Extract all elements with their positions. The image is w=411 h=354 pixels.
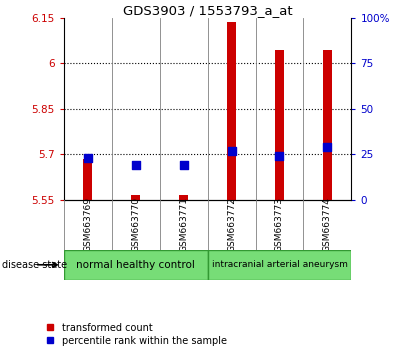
Legend: transformed count, percentile rank within the sample: transformed count, percentile rank withi… [46, 323, 226, 346]
Bar [323, 50, 332, 200]
Text: GSM663770: GSM663770 [131, 197, 140, 252]
Text: intracranial arterial aneurysm: intracranial arterial aneurysm [212, 260, 347, 269]
Point [324, 144, 331, 150]
Point [132, 162, 139, 168]
Text: disease state: disease state [2, 260, 67, 270]
Title: GDS3903 / 1553793_a_at: GDS3903 / 1553793_a_at [123, 4, 292, 17]
Text: normal healthy control: normal healthy control [76, 259, 195, 270]
Point [228, 148, 235, 154]
Text: GSM663769: GSM663769 [83, 197, 92, 252]
Point [84, 155, 91, 161]
Text: GSM663772: GSM663772 [227, 197, 236, 252]
Text: GSM663771: GSM663771 [179, 197, 188, 252]
Bar [208, 250, 351, 280]
Bar [275, 50, 284, 200]
Point [276, 153, 283, 159]
Bar [227, 22, 236, 200]
Text: GSM663773: GSM663773 [275, 197, 284, 252]
Bar [179, 195, 188, 200]
Point [180, 162, 187, 168]
Bar [83, 159, 92, 200]
Bar [131, 195, 140, 200]
Text: GSM663774: GSM663774 [323, 197, 332, 252]
Bar [64, 250, 208, 280]
